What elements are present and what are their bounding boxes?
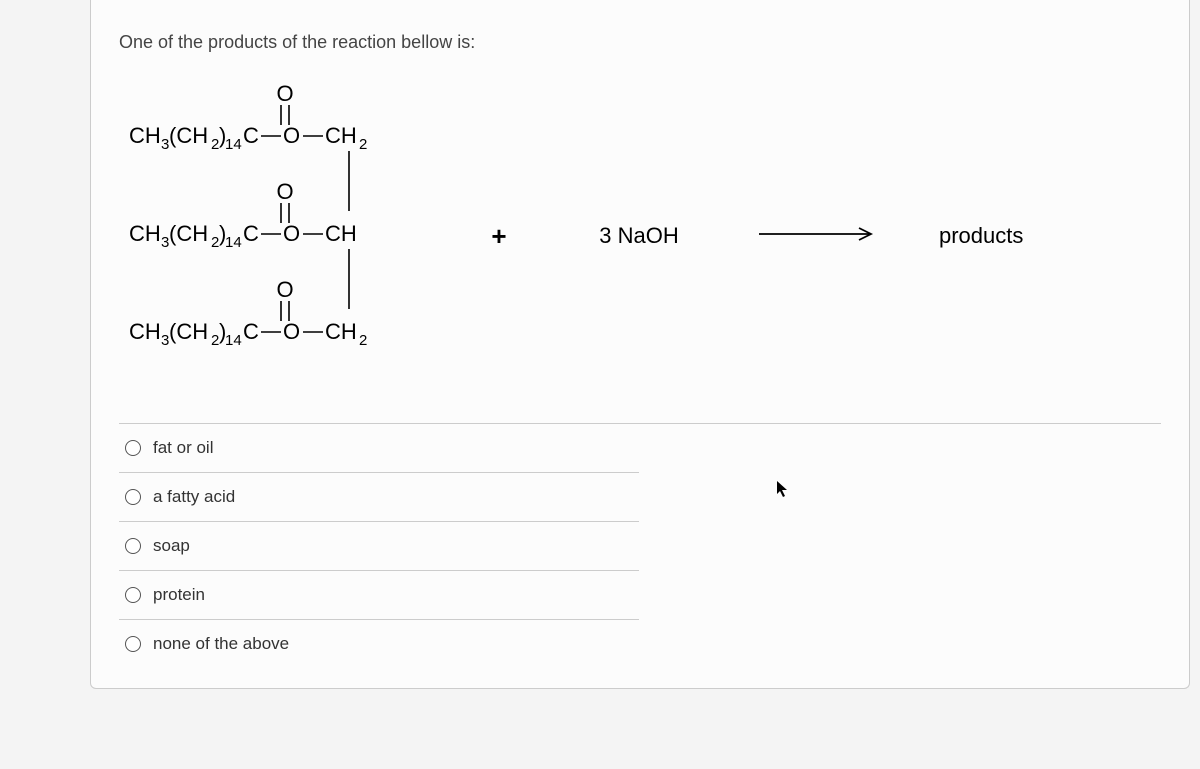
svg-text:14: 14 [225, 332, 242, 349]
reaction-row: O CH 3 (CH 2 ) 14 C O CH 2 [119, 81, 1161, 391]
option-label: fat or oil [153, 438, 213, 458]
answer-options: fat or oil a fatty acid soap protein non… [119, 423, 1161, 668]
svg-text:(CH: (CH [169, 123, 208, 148]
reaction-arrow [729, 224, 909, 249]
svg-text:(CH: (CH [169, 319, 208, 344]
question-panel: One of the products of the reaction bell… [90, 0, 1190, 689]
svg-text:14: 14 [225, 234, 242, 251]
svg-text:2: 2 [359, 332, 367, 349]
svg-text:C: C [243, 123, 259, 148]
option-label: a fatty acid [153, 487, 235, 507]
option-soap[interactable]: soap [119, 522, 639, 571]
svg-text:O: O [283, 319, 300, 344]
option-label: none of the above [153, 634, 289, 654]
molecule-svg: O CH 3 (CH 2 ) 14 C O CH 2 [119, 81, 449, 391]
radio-icon [125, 636, 141, 652]
svg-text:CH: CH [129, 123, 161, 148]
svg-text:O: O [276, 81, 293, 106]
svg-text:(CH: (CH [169, 221, 208, 246]
option-label: soap [153, 536, 190, 556]
svg-text:2: 2 [359, 136, 367, 153]
question-prompt: One of the products of the reaction bell… [119, 32, 1161, 53]
option-label: protein [153, 585, 205, 605]
option-fat-or-oil[interactable]: fat or oil [119, 424, 639, 473]
svg-text:CH: CH [325, 221, 357, 246]
svg-text:O: O [283, 221, 300, 246]
reagent-label: 3 NaOH [549, 223, 729, 249]
svg-text:O: O [276, 277, 293, 302]
triglyceride-structure: O CH 3 (CH 2 ) 14 C O CH 2 [119, 81, 449, 391]
radio-icon [125, 440, 141, 456]
radio-icon [125, 587, 141, 603]
svg-text:14: 14 [225, 136, 242, 153]
svg-text:C: C [243, 319, 259, 344]
option-fatty-acid[interactable]: a fatty acid [119, 473, 639, 522]
svg-text:CH: CH [325, 123, 357, 148]
products-label: products [909, 223, 1069, 249]
option-none[interactable]: none of the above [119, 620, 639, 668]
svg-text:O: O [276, 179, 293, 204]
svg-text:O: O [283, 123, 300, 148]
svg-text:C: C [243, 221, 259, 246]
svg-text:CH: CH [129, 319, 161, 344]
svg-text:CH: CH [129, 221, 161, 246]
option-protein[interactable]: protein [119, 571, 639, 620]
svg-text:CH: CH [325, 319, 357, 344]
radio-icon [125, 489, 141, 505]
radio-icon [125, 538, 141, 554]
plus-sign: + [449, 221, 549, 252]
